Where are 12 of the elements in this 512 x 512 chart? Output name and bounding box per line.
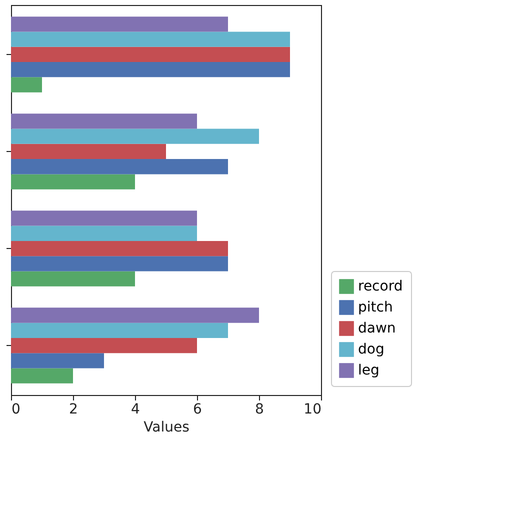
x-tick-label: 6 — [193, 402, 202, 418]
legend-label: pitch — [358, 300, 393, 316]
x-tick-label: 2 — [69, 402, 78, 418]
x-axis-title: Values — [144, 420, 190, 436]
legend-label: record — [358, 278, 403, 294]
legend-label: dog — [358, 342, 384, 358]
x-tick-label: 0 — [12, 402, 20, 418]
legend-label: dawn — [358, 320, 396, 336]
x-tick-label: 10 — [304, 402, 322, 418]
x-tick-label: 8 — [255, 402, 264, 418]
x-tick-label: 4 — [131, 402, 140, 418]
legend-label: leg — [358, 362, 380, 378]
